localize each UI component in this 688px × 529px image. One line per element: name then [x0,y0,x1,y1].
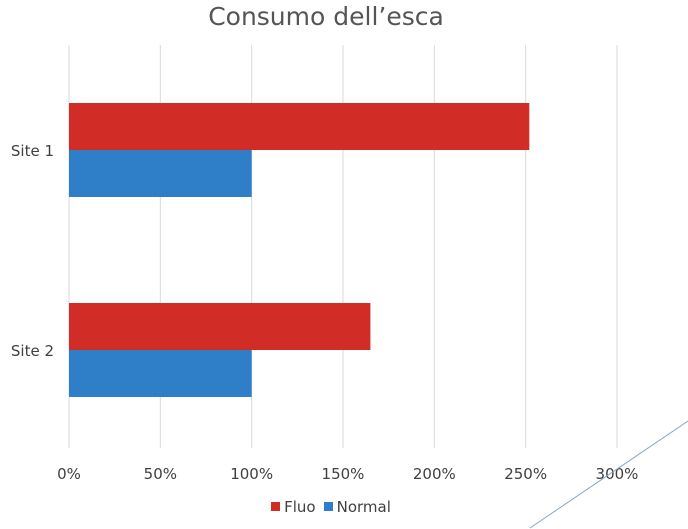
x-tick-label-250: 250% [504,465,547,483]
bar-fluo-site-1 [69,103,530,150]
legend: Fluo Normal [0,497,662,516]
legend-label-fluo: Fluo [284,497,316,516]
bars [69,103,530,397]
category-label-site-1: Site 1 [11,142,54,160]
x-tick-label-200: 200% [413,465,456,483]
x-tick-label-0: 0% [57,465,81,483]
x-tick-label-100: 100% [230,465,273,483]
bar-normal-site-2 [69,350,252,397]
x-tick-label-300: 300% [596,465,639,483]
bar-fluo-site-2 [69,303,371,350]
legend-label-normal: Normal [336,497,391,516]
legend-swatch-fluo [271,502,281,511]
category-label-site-2: Site 2 [11,342,54,360]
legend-item-fluo: Fluo [271,497,316,516]
chart-title: Consumo dell’esca [208,2,444,31]
category-labels: Site 1 Site 2 [11,142,54,360]
bar-normal-site-1 [69,150,252,197]
decorative-diagonal-line [529,420,688,529]
x-tick-label-50: 50% [144,465,177,483]
x-tick-label-150: 150% [322,465,365,483]
legend-swatch-normal [323,502,333,511]
legend-item-normal: Normal [323,497,391,516]
x-axis-ticks: 0% 50% 100% 150% 200% 250% 300% [57,465,638,483]
